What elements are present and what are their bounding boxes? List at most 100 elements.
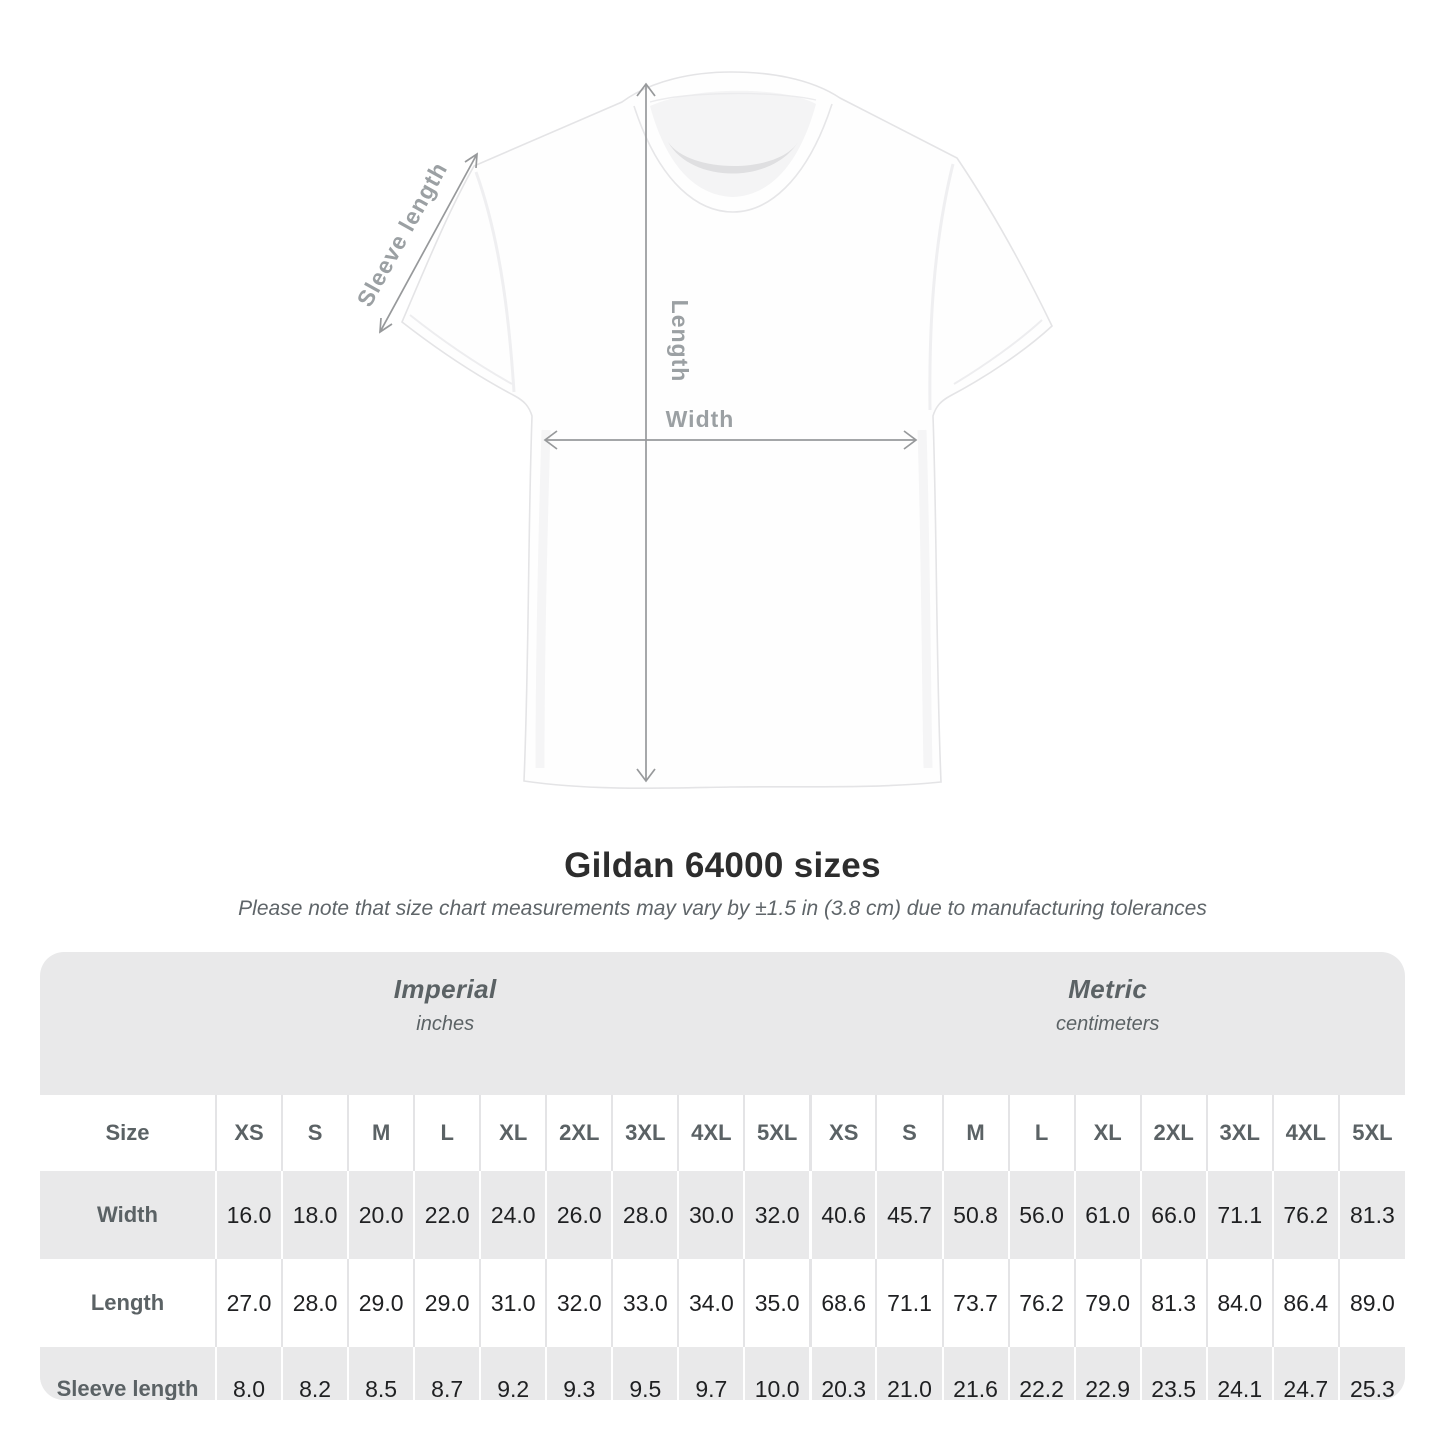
metric-unit: centimeters [1056,1013,1160,1035]
tshirt-image: Width Length Sleeve length [352,71,1053,789]
width-arrow [543,430,918,450]
table-cell: 28.0 [611,1171,679,1259]
table-cell: 33.0 [611,1259,679,1347]
table-cell: 89.0 [1337,1259,1405,1347]
size-col-header: XS [808,1095,877,1171]
table-cell: 71.1 [875,1259,943,1347]
length-arrow [636,82,656,783]
table-cell: 23.5 [1139,1347,1207,1400]
table-cell: 8.0 [214,1347,283,1400]
collar-back-seam [649,92,817,103]
collar-opening [650,90,816,197]
size-chart-table-card: Imperial inches Metric centimeters Size … [40,952,1405,1400]
size-col-header: L [413,1095,481,1171]
table-cell: 9.5 [611,1347,679,1400]
table-cell: 40.6 [808,1171,877,1259]
row-label: Length [40,1259,216,1347]
table-cell: 10.0 [743,1347,811,1400]
width-label: Width [666,406,735,432]
table-cell: 61.0 [1073,1171,1141,1259]
left-body-shadow [535,429,551,769]
row-label: Width [40,1171,216,1259]
size-col-header: XL [479,1095,547,1171]
table-cell: 35.0 [743,1259,811,1347]
table-cell: 50.8 [941,1171,1009,1259]
page-subtitle: Please note that size chart measurements… [238,897,1207,920]
table-cell: 8.2 [281,1347,349,1400]
collar-inner-shadow [668,142,798,174]
table-cell: 30.0 [677,1171,745,1259]
table-cell: 24.7 [1271,1347,1339,1400]
table-cell: 76.2 [1271,1171,1339,1259]
table-cell: 29.0 [413,1259,481,1347]
right-body-shadow [917,429,933,769]
table-cell: 21.0 [875,1347,943,1400]
size-col-header: S [281,1095,349,1171]
table-cell: 84.0 [1205,1259,1273,1347]
table-cell: 26.0 [545,1171,613,1259]
size-col-header: 5XL [743,1095,811,1171]
imperial-section-header: Imperial inches [40,952,810,1095]
table-cell: 22.0 [413,1171,481,1259]
table-cell: 18.0 [281,1171,349,1259]
size-col-header: XL [1073,1095,1141,1171]
table-cell: 24.0 [479,1171,547,1259]
table-cell: 25.3 [1337,1347,1405,1400]
table-cell: 45.7 [875,1171,943,1259]
table-cell: 86.4 [1271,1259,1339,1347]
right-armhole-seam [928,163,955,411]
table-cell: 73.7 [941,1259,1009,1347]
table-cell: 8.5 [347,1347,415,1400]
size-col-header: 2XL [545,1095,613,1171]
table-cell: 79.0 [1073,1259,1141,1347]
table-cell: 9.2 [479,1347,547,1400]
metric-section-header: Metric centimeters [810,952,1405,1095]
table-cell: 8.7 [413,1347,481,1400]
size-col-header: M [941,1095,1009,1171]
tshirt-measurement-figure: Width Length Sleeve length [352,71,1053,789]
page-title: Gildan 64000 sizes [564,846,881,885]
table-cell: 20.3 [808,1347,877,1400]
metric-label: Metric [1068,974,1148,1004]
table-cell: 9.3 [545,1347,613,1400]
table-cell: 81.3 [1337,1171,1405,1259]
length-label: Length [667,300,693,383]
tshirt-body [401,71,1053,789]
right-sleeve-hem [953,319,1043,385]
table-cell: 32.0 [545,1259,613,1347]
size-col-header: 4XL [1271,1095,1339,1171]
table-row-width: Width 16.0 18.0 20.0 22.0 24.0 26.0 28.0… [40,1171,1405,1259]
table-cell: 22.2 [1007,1347,1075,1400]
table-row-sleeve-length: Sleeve length 8.0 8.2 8.5 8.7 9.2 9.3 9.… [40,1347,1405,1400]
collar-band-outer-seam [633,103,833,213]
size-col-header: M [347,1095,415,1171]
table-cell: 24.1 [1205,1347,1273,1400]
table-cell: 20.0 [347,1171,415,1259]
table-cell: 27.0 [214,1259,283,1347]
table-cell: 81.3 [1139,1259,1207,1347]
size-col-header: XS [214,1095,283,1171]
row-label: Sleeve length [40,1347,216,1400]
imperial-label: Imperial [393,974,497,1004]
left-sleeve-hem [409,314,513,385]
table-cell: 22.9 [1073,1347,1141,1400]
table-cell: 31.0 [479,1259,547,1347]
size-header-cell: Size [40,1095,216,1171]
size-col-header: 2XL [1139,1095,1207,1171]
left-armhole-seam [474,171,516,393]
units-header-row: Imperial inches Metric centimeters [40,952,1405,1095]
table-cell: 68.6 [808,1259,877,1347]
size-col-header: L [1007,1095,1075,1171]
table-cell: 34.0 [677,1259,745,1347]
table-cell: 71.1 [1205,1171,1273,1259]
size-col-header: 5XL [1337,1095,1405,1171]
sleeve-length-arrow [379,152,478,334]
size-col-header: S [875,1095,943,1171]
size-header-row: Size XS S M L XL 2XL 3XL 4XL 5XL XS S M … [40,1095,1405,1171]
table-cell: 56.0 [1007,1171,1075,1259]
size-col-header: 3XL [611,1095,679,1171]
table-cell: 9.7 [677,1347,745,1400]
table-cell: 16.0 [214,1171,283,1259]
table-cell: 21.6 [941,1347,1009,1400]
table-row-length: Length 27.0 28.0 29.0 29.0 31.0 32.0 33.… [40,1259,1405,1347]
